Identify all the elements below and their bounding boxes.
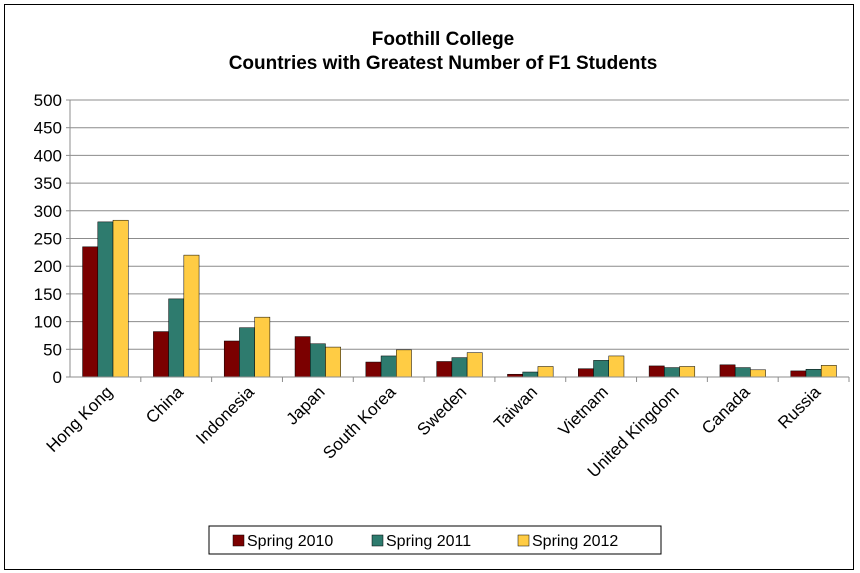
bar-spring-2011	[239, 327, 255, 378]
bar-spring-2011	[522, 371, 539, 378]
y-tick-label: 150	[34, 285, 62, 304]
y-tick-label: 450	[34, 119, 62, 138]
gridlines	[70, 99, 849, 350]
chart-area: Foothill College Countries with Greatest…	[4, 4, 854, 570]
chart-title: Foothill College	[372, 29, 515, 50]
bar-spring-2012	[325, 346, 341, 378]
bar-spring-2011	[451, 357, 468, 378]
legend-box	[208, 525, 662, 555]
x-category-label: Taiwan	[490, 382, 541, 433]
x-category-label: Russia	[774, 382, 825, 433]
bar-spring-2012	[820, 365, 837, 378]
bar-spring-2012	[679, 366, 696, 378]
bar-spring-2011	[734, 367, 751, 378]
bar-spring-2012	[750, 369, 766, 378]
y-tick-label: 50	[43, 340, 62, 359]
bar-spring-2010	[578, 368, 594, 378]
x-category-label: Indonesia	[192, 382, 258, 448]
bar-spring-2010	[719, 364, 736, 378]
y-tick-label: 0	[53, 368, 62, 387]
bar-spring-2012	[396, 349, 412, 378]
chart-subtitle: Countries with Greatest Number of F1 Stu…	[229, 53, 658, 74]
legend-swatch	[232, 534, 245, 547]
bars	[82, 219, 837, 378]
x-category-label: Hong Kong	[43, 382, 117, 456]
y-tick-label: 200	[34, 257, 62, 276]
bar-spring-2011	[168, 298, 185, 378]
legend-label: Spring 2010	[247, 533, 333, 550]
bar-spring-2012	[112, 219, 129, 378]
y-tick-label: 250	[34, 230, 62, 249]
y-axis-ticks: 0 50 100 150 200 250 300 350 400 450 500	[34, 91, 70, 387]
y-tick-label: 300	[34, 202, 62, 221]
bar-spring-2010	[153, 331, 169, 378]
bar-spring-2011	[805, 368, 822, 378]
bar-spring-2011	[310, 343, 326, 378]
bar-spring-2011	[593, 360, 609, 378]
bar-chart: Foothill College Countries with Greatest…	[34, 29, 850, 555]
legend-label: Spring 2011	[386, 533, 471, 550]
x-category-label: China	[142, 382, 187, 427]
legend-swatch	[517, 534, 530, 547]
bar-spring-2010	[82, 246, 99, 378]
legend-swatch	[371, 534, 384, 547]
bar-spring-2012	[183, 254, 200, 378]
bar-spring-2011	[380, 355, 397, 378]
x-category-label: Vietnam	[555, 382, 612, 439]
x-category-label: South Korea	[319, 382, 400, 463]
bar-spring-2010	[790, 370, 807, 378]
legend-label: Spring 2012	[532, 533, 618, 550]
y-tick-label: 350	[34, 174, 62, 193]
y-tick-label: 400	[34, 146, 62, 165]
y-tick-label: 500	[34, 91, 62, 110]
legend: Spring 2010 Spring 2011 Spring 2012	[208, 525, 662, 555]
bar-spring-2010	[648, 365, 665, 378]
bar-spring-2011	[664, 367, 680, 378]
bar-spring-2010	[365, 361, 382, 378]
x-category-label: Japan	[282, 382, 328, 428]
bar-spring-2012	[537, 366, 554, 378]
bar-spring-2012	[608, 355, 625, 378]
bar-spring-2010	[436, 361, 453, 378]
bar-spring-2010	[223, 340, 240, 378]
bar-spring-2012	[466, 352, 483, 378]
y-tick-label: 100	[34, 313, 62, 332]
x-category-label: Canada	[698, 382, 754, 438]
bar-spring-2011	[97, 221, 114, 378]
bar-spring-2012	[254, 316, 271, 378]
x-category-label: Sweden	[413, 382, 470, 439]
bar-spring-2010	[294, 336, 311, 378]
